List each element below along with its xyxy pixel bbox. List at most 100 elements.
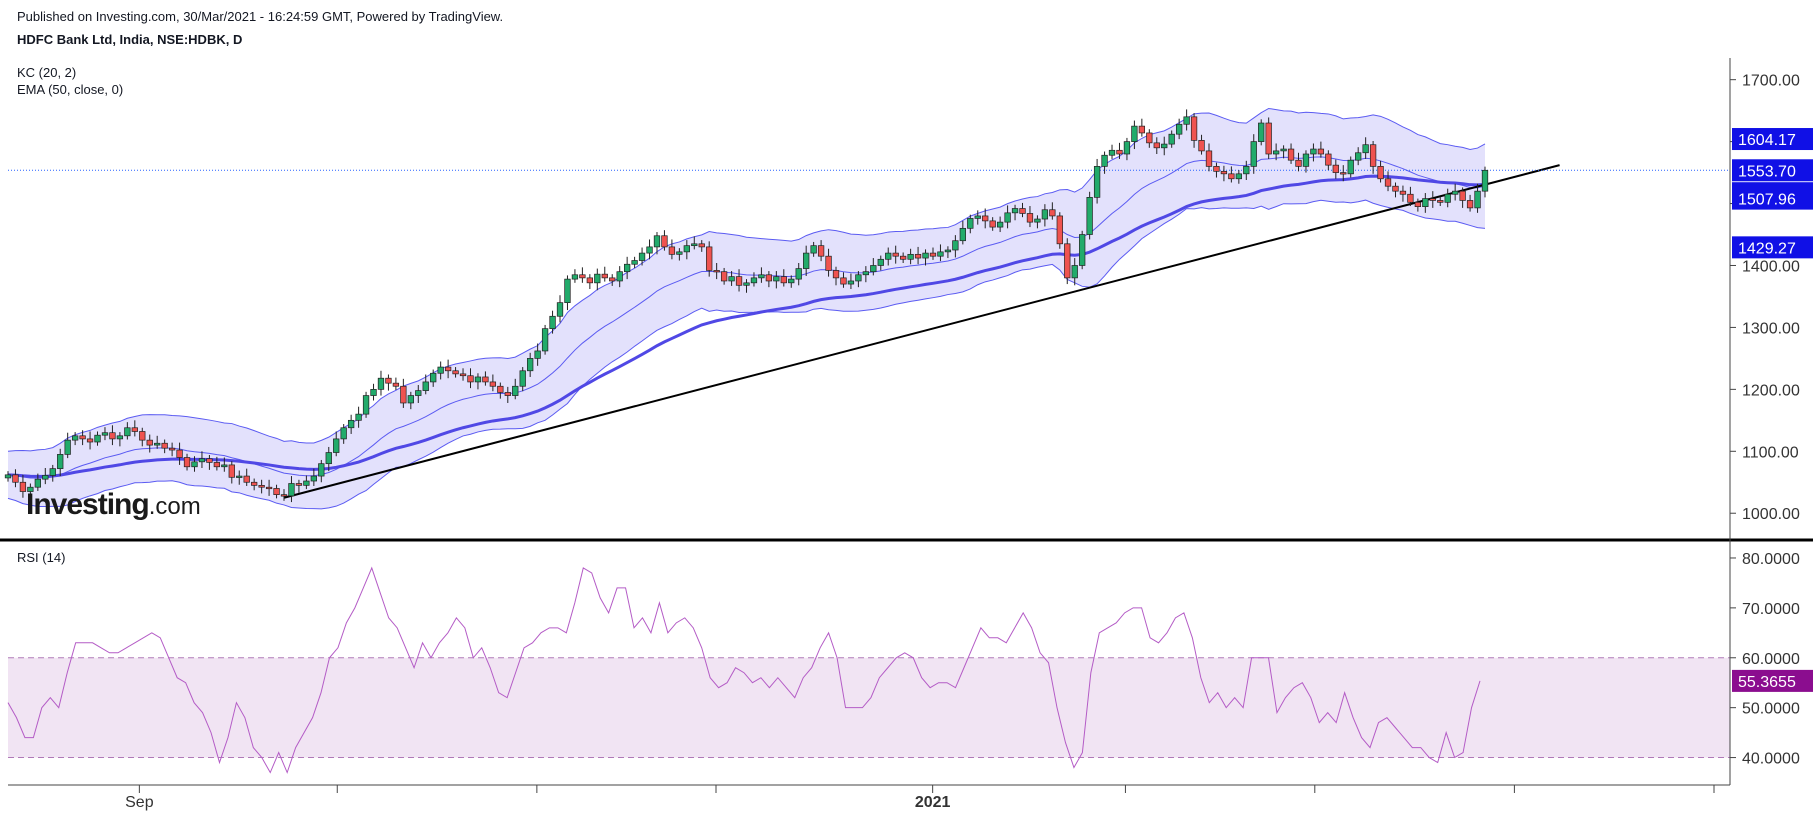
price-badges: 1604.171553.701516.721507.961429.2755.36… (1732, 128, 1813, 692)
price-tick-label: 1000.00 (1742, 506, 1800, 523)
candle-body (743, 282, 750, 286)
candle (265, 479, 273, 496)
candle (12, 469, 19, 488)
candle-body (527, 358, 534, 372)
candle-body (4, 474, 12, 479)
candle (459, 368, 467, 381)
rsi-tick-label: 80.0000 (1742, 551, 1800, 568)
candle-body (1265, 122, 1272, 155)
candle (124, 422, 131, 440)
candle (1340, 165, 1347, 182)
candle-body (720, 271, 728, 282)
candle (1138, 118, 1146, 137)
candle-body (1399, 190, 1407, 195)
candle (176, 442, 183, 465)
candle (959, 220, 966, 245)
x-tick-label: Sep (125, 794, 154, 811)
candle (1287, 143, 1295, 164)
candle-body (967, 218, 974, 229)
candle-body (422, 381, 429, 391)
candle (1228, 166, 1235, 183)
candle (646, 239, 653, 260)
candle-body (609, 277, 616, 282)
rsi-indicator-label[interactable]: RSI (14) (17, 550, 66, 565)
candle-body (623, 263, 631, 273)
candle-body (728, 276, 735, 282)
candle (101, 427, 109, 441)
candle (280, 489, 288, 501)
candle-body (1213, 166, 1220, 172)
candle (907, 248, 914, 265)
candle-body (101, 432, 109, 436)
candle-body (683, 245, 690, 253)
candle-body (1302, 153, 1310, 167)
candle-body (929, 252, 937, 257)
candle (1034, 215, 1041, 229)
candle-body (847, 280, 855, 285)
candle-body (124, 427, 131, 437)
candle-body (213, 462, 221, 468)
badge-label: 1429.27 (1738, 240, 1796, 257)
candle-body (870, 265, 877, 273)
candle-body (19, 481, 27, 492)
candle-body (1340, 172, 1347, 175)
kc-lower-line (7, 199, 1486, 510)
candle-body (94, 434, 101, 443)
candle-body (139, 431, 146, 441)
candle (273, 484, 280, 499)
candle-body (952, 240, 959, 251)
candle (198, 451, 206, 469)
candle (1414, 198, 1422, 212)
candle (1176, 118, 1183, 140)
candle-body (206, 458, 213, 463)
candle-body (1466, 200, 1474, 209)
badge-bg (1732, 159, 1813, 182)
candle (743, 279, 750, 293)
candle-body (914, 253, 922, 259)
candle (303, 475, 310, 490)
candle-body (512, 385, 519, 396)
candle-body (676, 251, 683, 255)
candle-body (415, 390, 422, 396)
candle-body (959, 227, 966, 242)
candle (1250, 134, 1257, 174)
candle (855, 271, 862, 288)
kc-indicator-label[interactable]: KC (20, 2) (17, 65, 77, 80)
badge-label: 1507.96 (1738, 192, 1796, 209)
candle (1444, 188, 1451, 208)
candle-body (1272, 150, 1280, 155)
ema-indicator-label[interactable]: EMA (50, close, 0) (17, 82, 124, 97)
candle (191, 456, 198, 472)
candle (735, 269, 743, 292)
candle-body (1444, 193, 1451, 203)
candle (870, 258, 877, 276)
candle-body (116, 435, 124, 440)
candle-body (1474, 190, 1481, 209)
candle-body (370, 389, 377, 396)
candle-body (556, 302, 564, 317)
candle-body (982, 215, 989, 222)
candle (661, 230, 668, 251)
candle (773, 271, 780, 289)
candle-body (109, 432, 116, 440)
price-badge: 1507.96 (1732, 187, 1813, 210)
candle-body (885, 252, 892, 260)
candle-body (735, 276, 743, 286)
candle-body (1049, 209, 1056, 217)
kc-band-fill (8, 108, 1485, 509)
candle-body (862, 271, 870, 276)
candle (1459, 187, 1466, 208)
candle-body (1452, 190, 1459, 195)
candle-body (430, 372, 437, 383)
badge-bg (1732, 236, 1813, 259)
candle (1183, 109, 1190, 131)
candle-body (773, 276, 780, 282)
candle-body (817, 245, 825, 257)
price-badge: 1604.17 (1732, 128, 1813, 151)
candle-body (1325, 153, 1332, 166)
price-tick-label: 1700.00 (1742, 73, 1800, 90)
candle (422, 374, 429, 395)
candle (527, 352, 534, 377)
candle (474, 373, 482, 390)
